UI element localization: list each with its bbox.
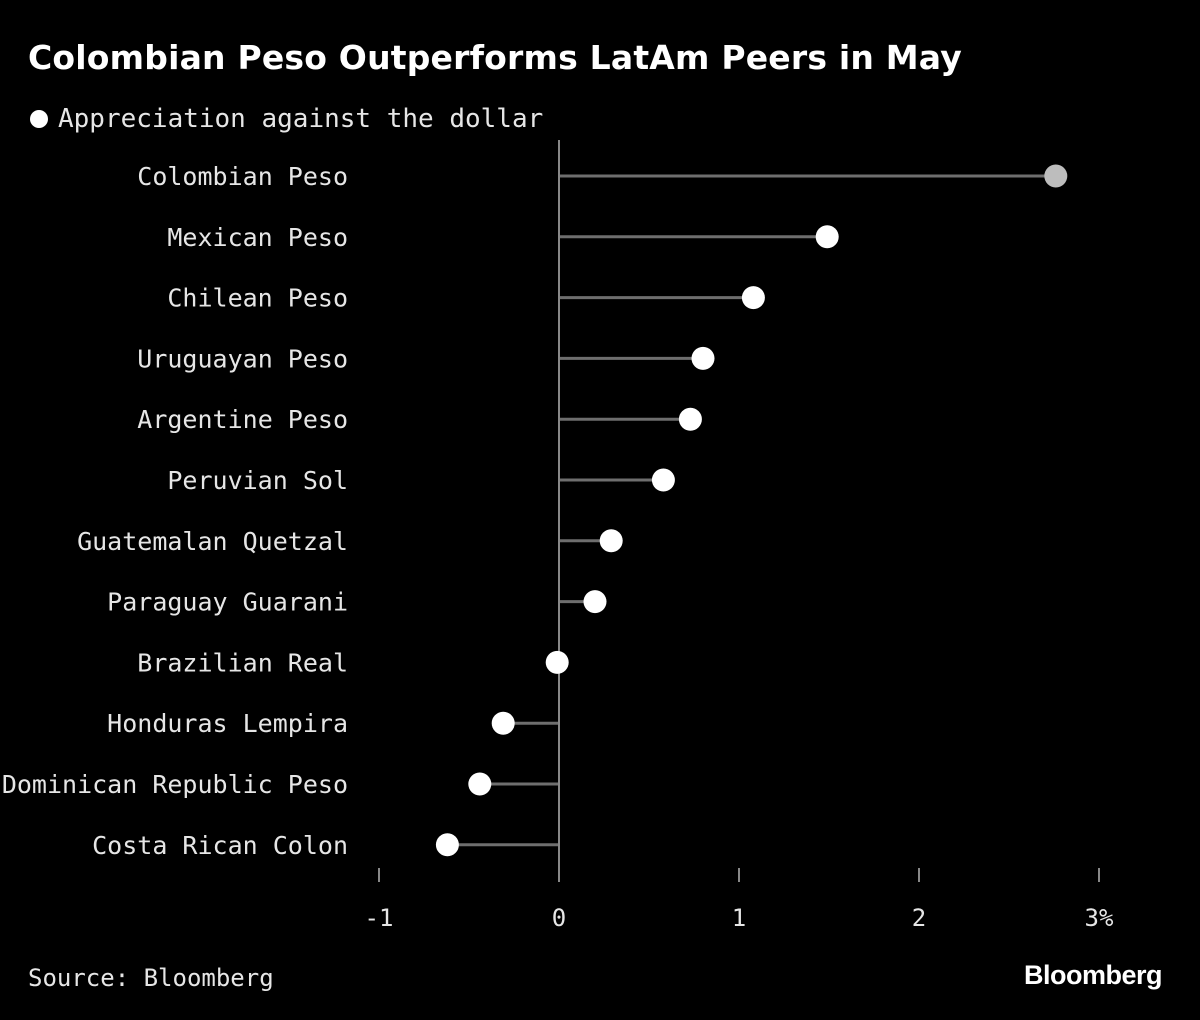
data-point-1 [815,225,839,249]
data-point-2 [741,286,765,310]
legend-label: Appreciation against the dollar [58,104,544,134]
x-tick-label-2: 1 [732,904,746,932]
category-label-5: Peruvian Sol [167,466,348,495]
data-point-6 [599,529,623,553]
data-point-5 [651,468,675,492]
category-label-0: Colombian Peso [137,162,348,191]
data-point-3 [691,346,715,370]
category-label-10: Dominican Republic Peso [2,770,348,799]
data-point-9 [491,711,515,735]
legend: Appreciation against the dollar [30,104,543,134]
category-label-7: Paraguay Guarani [107,588,348,617]
category-label-8: Brazilian Real [137,648,348,677]
category-label-2: Chilean Peso [167,284,348,313]
category-label-1: Mexican Peso [167,223,348,252]
x-tick-label-1: 0 [552,904,566,932]
category-label-3: Uruguayan Peso [137,344,348,373]
source-note: Source: Bloomberg [28,964,274,992]
x-tick-label-3: 2 [912,904,926,932]
chart-title: Colombian Peso Outperforms LatAm Peers i… [28,38,962,77]
bloomberg-logo: Bloomberg [1023,960,1163,990]
data-point-7 [583,590,607,614]
category-label-9: Honduras Lempira [107,709,348,738]
data-point-0 [1044,164,1068,188]
legend-dot-icon [30,110,48,128]
x-tick-label-4: 3% [1085,904,1114,932]
data-point-11 [435,833,459,857]
data-point-10 [468,772,492,796]
x-tick-label-0: -1 [365,904,394,932]
category-label-4: Argentine Peso [137,405,348,434]
data-point-4 [678,407,702,431]
category-label-11: Costa Rican Colon [92,831,348,860]
data-point-8 [545,650,569,674]
category-label-6: Guatemalan Quetzal [77,527,348,556]
